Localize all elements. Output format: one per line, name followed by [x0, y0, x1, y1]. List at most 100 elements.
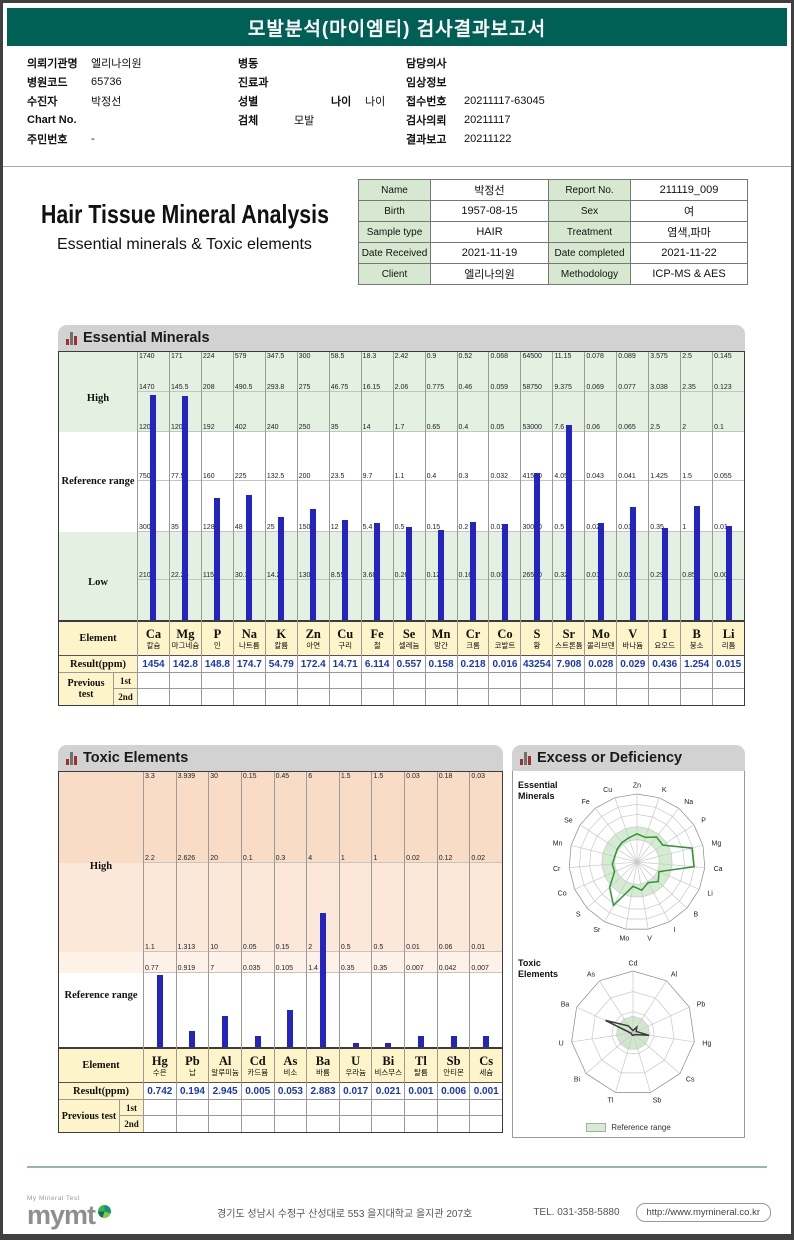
grid-line [425, 391, 457, 393]
scale-value: 0.01 [406, 944, 420, 952]
previous-test-cell [339, 1100, 372, 1116]
scale-value: 41500 [522, 472, 542, 480]
scale-value: 0.18 [438, 773, 453, 780]
previous-test-cell [176, 1116, 209, 1132]
grid-line [241, 861, 274, 863]
patient-field-label: 수진자 [27, 95, 58, 108]
previous-test-cell [425, 689, 457, 705]
scale-value: 3.575 [650, 353, 668, 360]
element-plot: 0.52 0.46 0.4 0.3 0.2 0.16 [457, 352, 489, 620]
scale-value: 0.9 [426, 353, 437, 360]
scale-value: 0.3 [275, 854, 286, 862]
element-cell: Al 알루미늄 [209, 1047, 241, 1083]
zone-band [274, 862, 307, 953]
radar-axis-label: Hg [702, 1041, 711, 1048]
result-bar [246, 495, 253, 620]
zone-band [274, 772, 307, 863]
radar-axis-label: Mo [619, 935, 629, 942]
element-name-kr: 코발트 [494, 641, 516, 651]
previous-test-cell [265, 689, 297, 705]
element-symbol: Mg [176, 626, 195, 641]
grid-line [307, 861, 339, 863]
previous-test-cell [307, 1116, 339, 1132]
scale-value: 0.5 [340, 944, 351, 952]
grid-line [649, 391, 681, 393]
brand-name: mymt [27, 1200, 96, 1230]
grid-line [489, 479, 521, 481]
zone-band [649, 352, 681, 433]
element-column: 11.15 9.375 7.6 4.05 0.5 0.322 Sr 스트론튬 7.908 [552, 352, 585, 705]
radar-ring [600, 826, 673, 898]
scale-value: 2.06 [394, 384, 409, 392]
result-bar [222, 1015, 229, 1047]
scale-value: 8.55 [330, 571, 345, 579]
scale-value: 14.25 [266, 571, 285, 579]
scale-value: 1.7 [394, 424, 405, 432]
element-symbol: Al [218, 1053, 232, 1068]
previous-test-cell [361, 673, 393, 689]
previous-test-cell [144, 1116, 176, 1132]
scale-value: 210 [139, 571, 151, 579]
zone-band [144, 862, 176, 953]
result-bar [725, 525, 732, 620]
radar-spoke [636, 808, 679, 863]
result-value: 0.436 [649, 656, 681, 673]
scale-value: 58750 [522, 384, 542, 392]
scale-value: 0.35 [650, 523, 664, 531]
result-value: 7.908 [553, 656, 585, 673]
summary-value: 여 [630, 200, 748, 222]
scale-value: 0.043 [586, 472, 604, 480]
result-bar [320, 912, 327, 1047]
element-plot: 30 20 10 7 [209, 772, 241, 1047]
element-name-kr: 황 [533, 641, 541, 651]
result-value: 0.194 [176, 1083, 209, 1100]
element-name-kr: 요오드 [654, 641, 676, 651]
grid-line [425, 431, 457, 433]
grid-line [274, 971, 307, 973]
scale-value: 0.5 [394, 523, 405, 531]
scale-value: 0.007 [490, 571, 509, 579]
result-bar [533, 473, 540, 620]
summary-value: 2021-11-19 [430, 242, 549, 264]
toxic-section-header: Toxic Elements [58, 745, 503, 771]
patient-info-row: 병동 [238, 53, 403, 72]
zone-band [339, 862, 372, 953]
result-value: 0.158 [425, 656, 457, 673]
scale-value: 18.3 [362, 353, 377, 360]
grid-line [361, 431, 393, 433]
element-name-kr: 크롬 [466, 641, 480, 651]
element-symbol: Mo [591, 626, 610, 641]
element-symbol: Ca [145, 626, 162, 641]
previous-test-cell [649, 673, 681, 689]
scale-value: 2.5 [682, 353, 692, 360]
grid-line [649, 431, 681, 433]
grid-line [585, 391, 617, 393]
element-cell: Zn 아연 [297, 620, 329, 656]
zone-band [617, 352, 649, 433]
element-column: 2.42 2.06 1.7 1.1 0.5 0.26 Se 셀레늄 0.557 [392, 352, 425, 705]
grid-line [521, 431, 553, 433]
previous-test-cell [361, 689, 393, 705]
zone-band [59, 952, 143, 973]
scale-value: 30 [210, 773, 219, 780]
scale-value: 0.35 [373, 964, 388, 972]
brand-tagline: My Mineral Test [27, 1195, 80, 1202]
scale-value: 23.5 [330, 472, 345, 480]
result-value: 43254 [521, 656, 553, 673]
element-column: 18.3 16.15 14 9.7 5.4 3.68 Fe 철 6.114 [360, 352, 393, 705]
element-name-kr: 붕소 [689, 641, 704, 651]
scale-value: 0.775 [426, 384, 445, 392]
element-symbol: S [533, 626, 541, 641]
result-value: 2.945 [209, 1083, 241, 1100]
scale-value: 0.16 [458, 571, 473, 579]
element-cell: B 붕소 [681, 620, 713, 656]
element-column: 3.3 2.2 1.1 0.77 Hg 수은 0.742 [143, 772, 176, 1132]
grid-line [457, 479, 489, 481]
element-plot: 3.3 2.2 1.1 0.77 [144, 772, 176, 1047]
radar-axis-label: B [693, 912, 698, 919]
element-cell: Mg 마그네슘 [169, 620, 201, 656]
element-column: 1740 1470 1200 750 300 210 Ca 칼슘 1454 [137, 352, 169, 705]
summary-label: Methodology [548, 263, 631, 285]
scale-value: 115.2 [202, 571, 220, 579]
previous-test-cell [713, 673, 745, 689]
